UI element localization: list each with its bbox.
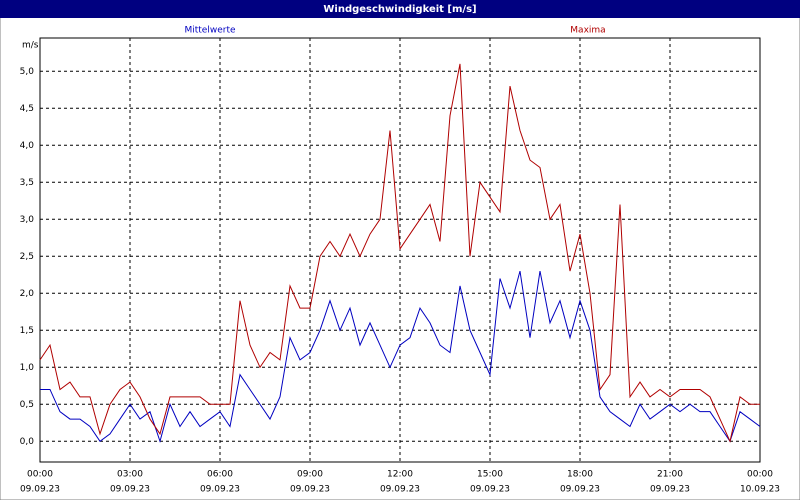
x-tick-label: 03:00 [117, 470, 143, 480]
x-tick-date: 09.09.23 [560, 485, 600, 495]
x-tick-date: 09.09.23 [290, 485, 330, 495]
y-tick-label: 4,0 [20, 141, 35, 151]
title-bar [0, 0, 800, 18]
y-tick-label: 4,5 [20, 104, 34, 114]
legend-label: Maxima [570, 26, 605, 36]
x-tick-label: 21:00 [657, 470, 683, 480]
legend-label: Mittelwerte [184, 26, 235, 36]
x-tick-date: 09.09.23 [20, 485, 60, 495]
y-tick-label: 0,5 [20, 400, 34, 410]
x-tick-label: 00:00 [27, 470, 53, 480]
data-line [39, 63, 760, 443]
x-tick-date: 09.09.23 [380, 485, 420, 495]
y-tick-label: 2,0 [20, 289, 35, 299]
y-tick-label: 3,5 [20, 178, 34, 188]
x-tick-label: 18:00 [567, 470, 593, 480]
chart-title: Windgeschwindigkeit [m/s] [323, 4, 476, 15]
x-tick-label: 15:00 [477, 470, 503, 480]
x-tick-date: 09.09.23 [110, 485, 150, 495]
y-axis-label: m/s [22, 41, 39, 51]
y-tick-label: 0,0 [20, 437, 35, 447]
x-tick-date: 10.09.23 [740, 485, 780, 495]
y-tick-label: 1,5 [20, 326, 34, 336]
y-tick-label: 3,0 [20, 215, 35, 225]
x-tick-label: 09:00 [297, 470, 323, 480]
data-line [40, 270, 761, 443]
x-tick-date: 09.09.23 [650, 485, 690, 495]
y-tick-label: 5,0 [20, 67, 35, 77]
x-tick-date: 09.09.23 [470, 485, 510, 495]
y-tick-label: 1,0 [20, 363, 35, 373]
x-tick-date: 09.09.23 [200, 485, 240, 495]
x-tick-label: 00:00 [747, 470, 773, 480]
x-tick-label: 06:00 [207, 470, 233, 480]
x-tick-label: 12:00 [387, 470, 413, 480]
y-tick-label: 2,5 [20, 252, 34, 262]
